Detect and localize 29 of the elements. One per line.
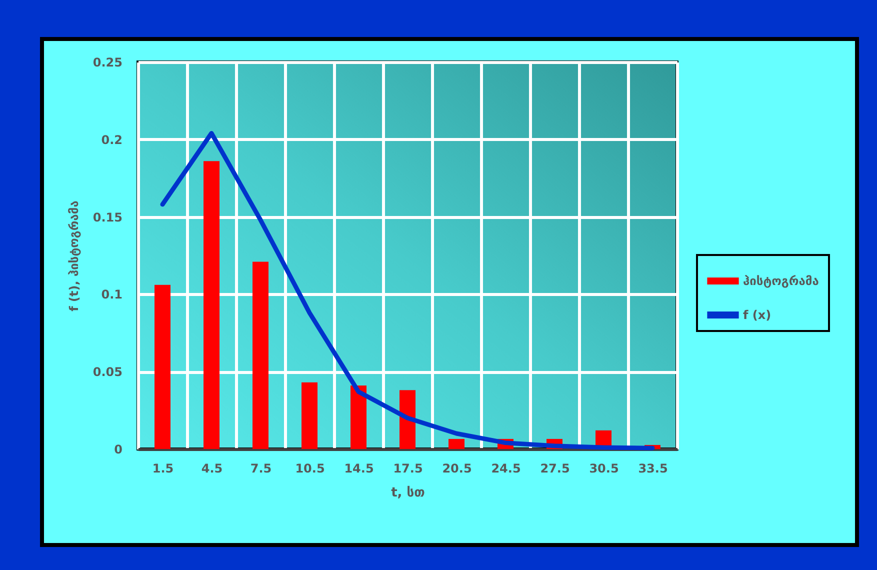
legend-label: f (x) [743,308,772,322]
x-tick-label: 1.5 [152,462,174,476]
x-axis-title: t, სთ [391,486,426,500]
x-tick-label: 14.5 [344,462,374,476]
x-tick-label: 33.5 [638,462,668,476]
bar [154,284,170,449]
legend-label: ჰისტოგრამა [743,274,820,288]
y-tick-label: 0 [114,442,122,456]
y-tick-label: 0.05 [92,365,122,380]
x-tick-label: 4.5 [201,462,223,476]
line-series [160,130,655,450]
x-tick-label: 30.5 [589,462,619,476]
bar [448,438,464,449]
x-tick-label: 27.5 [540,462,570,476]
bar [302,382,318,449]
x-tick-label: 7.5 [250,462,272,476]
x-tick-label: 10.5 [295,462,325,476]
y-tick-label: 0.15 [92,210,122,224]
x-tick-label: 20.5 [442,462,472,476]
bar [400,390,416,449]
bar [204,161,220,449]
bar [350,386,366,449]
y-tick-label: 0.2 [101,132,122,147]
y-axis-title: f (t), ჰისტოგრამა [66,200,81,312]
x-tick-label: 24.5 [491,462,521,476]
bar [252,262,268,449]
y-tick-label: 0.25 [92,56,122,70]
y-tick-label: 0.1 [101,288,122,302]
x-tick-label: 17.5 [393,462,423,476]
